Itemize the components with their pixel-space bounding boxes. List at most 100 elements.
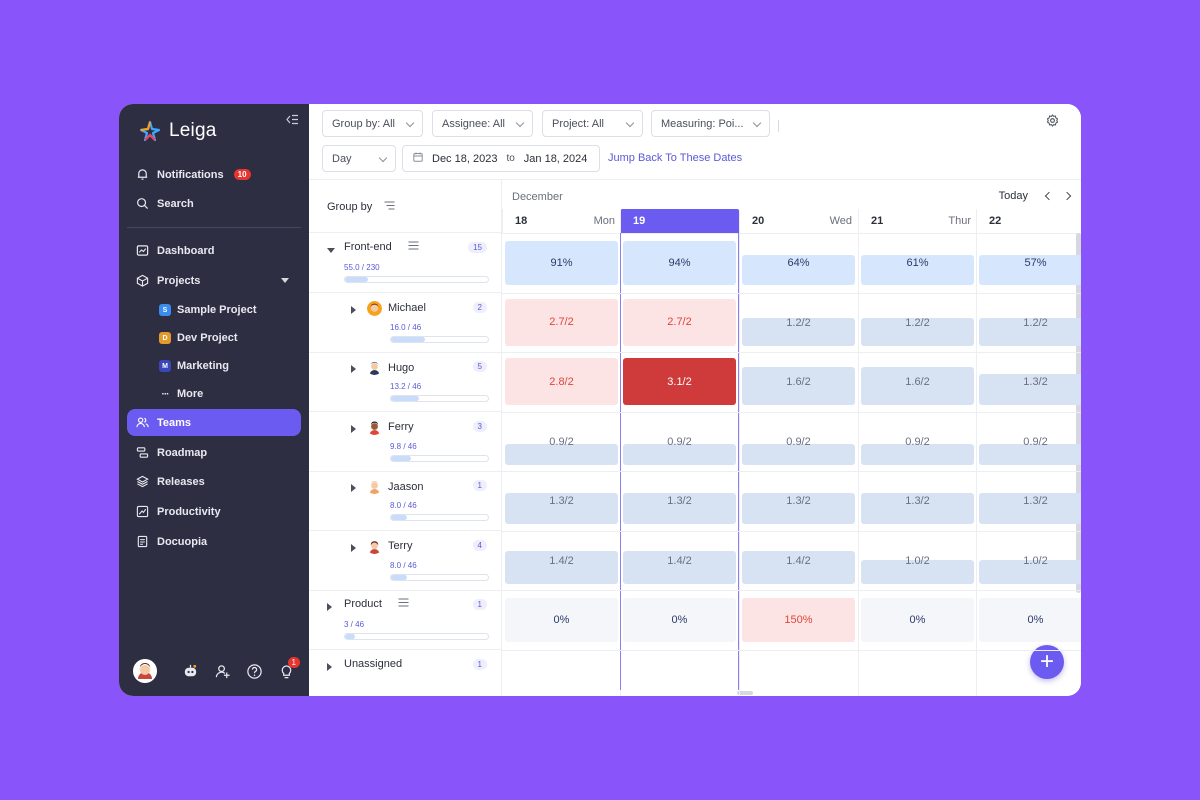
cell-value: 2.8/2 <box>549 375 574 388</box>
workload-cell[interactable] <box>742 550 855 584</box>
caret-right-icon[interactable] <box>351 305 356 314</box>
assignee-select[interactable]: Assignee: All <box>432 110 533 137</box>
caret-right-icon[interactable] <box>327 603 332 611</box>
day-header[interactable]: 19 <box>620 209 739 233</box>
ai-bot-icon[interactable] <box>181 662 199 680</box>
member-row[interactable]: Terry 4 8.0 / 46 <box>309 531 502 591</box>
workload-cell[interactable] <box>505 443 618 465</box>
date-to-label: to <box>506 153 515 164</box>
horizontal-scrollbar[interactable] <box>737 691 753 695</box>
workload-cell[interactable] <box>505 550 618 584</box>
vertical-scrollbar[interactable] <box>1076 233 1081 593</box>
nav-search[interactable]: Search <box>127 190 301 217</box>
chevron-down-icon <box>378 153 388 163</box>
workload-cell[interactable] <box>861 443 974 465</box>
lightbulb-icon[interactable]: 1 <box>277 657 300 680</box>
workload-cell[interactable] <box>979 443 1081 465</box>
collapse-sidebar-icon[interactable] <box>286 114 299 128</box>
workload-cell[interactable] <box>861 559 974 584</box>
list-menu-icon[interactable] <box>408 241 419 253</box>
member-row[interactable]: Michael 2 16.0 / 46 <box>309 293 502 353</box>
nav-releases[interactable]: Releases <box>127 468 301 495</box>
workload-cell[interactable]: 2.7/2 <box>623 298 736 346</box>
nav-docuopia[interactable]: Docuopia <box>127 528 301 555</box>
workload-cell[interactable] <box>979 559 1081 584</box>
utilization-cell[interactable]: 0% <box>979 598 1081 642</box>
nav-productivity[interactable]: Productivity <box>127 498 301 525</box>
logo[interactable]: Leiga <box>139 120 217 142</box>
view-select[interactable]: Day <box>322 145 396 172</box>
member-row[interactable]: Jaason 1 8.0 / 46 <box>309 471 502 531</box>
project-select[interactable]: Project: All <box>542 110 643 137</box>
utilization-cell[interactable]: 57% <box>979 255 1081 285</box>
utilization-cell[interactable]: 94% <box>623 241 736 285</box>
caret-right-icon[interactable] <box>351 365 356 373</box>
group-row[interactable]: Front-end 15 55.0 / 230 <box>309 233 502 293</box>
group-by-select[interactable]: Group by: All <box>322 110 423 137</box>
workload-cell[interactable] <box>505 493 618 524</box>
project-marketing[interactable]: M Marketing <box>159 355 229 377</box>
caret-right-icon[interactable] <box>351 543 356 552</box>
member-row[interactable]: Ferry 3 9.8 / 46 <box>309 412 502 472</box>
project-more[interactable]: ··· More <box>159 383 204 405</box>
workload-cell[interactable] <box>979 317 1081 346</box>
gear-icon[interactable] <box>1046 114 1059 127</box>
day-header[interactable]: 22F <box>976 209 1081 233</box>
measuring-select[interactable]: Measuring: Poi... <box>651 110 770 137</box>
workload-cell[interactable] <box>742 367 855 405</box>
caret-right-icon[interactable] <box>327 662 332 671</box>
nav-notifications[interactable]: Notifications 10 <box>127 161 301 188</box>
workload-cell[interactable] <box>742 317 855 346</box>
day-header[interactable]: 21 Thur <box>858 209 977 233</box>
nav-roadmap[interactable]: Roadmap <box>127 439 301 466</box>
workload-cell[interactable]: 2.7/2 <box>505 298 618 346</box>
workload-cell[interactable] <box>861 317 974 346</box>
add-user-icon[interactable] <box>213 662 231 680</box>
utilization-cell[interactable]: 0% <box>861 598 974 642</box>
member-row[interactable]: Hugo 5 13.2 / 46 <box>309 352 502 412</box>
workload-cell[interactable] <box>979 493 1081 524</box>
nav-teams[interactable]: Teams <box>127 409 301 436</box>
row-label: Michael <box>388 302 426 314</box>
utilization-cell[interactable]: 150% <box>742 598 855 642</box>
row-label: Ferry <box>388 421 414 433</box>
utilization-cell[interactable]: 0% <box>623 598 736 642</box>
day-header[interactable]: 20 Wed <box>739 209 858 233</box>
workload-cell[interactable] <box>623 443 736 465</box>
nav-dashboard[interactable]: Dashboard <box>127 237 301 264</box>
workload-cell[interactable] <box>623 493 736 524</box>
utilization-cell[interactable]: 64% <box>742 255 855 285</box>
project-dev[interactable]: D Dev Project <box>159 327 238 349</box>
utilization-cell[interactable]: 0% <box>505 598 618 642</box>
group-row[interactable]: Unassigned 1 <box>309 650 502 697</box>
jump-back-link[interactable]: Jump Back To These Dates <box>608 152 743 164</box>
workload-cell[interactable] <box>623 550 736 584</box>
group-row[interactable]: Product 1 3 / 46 <box>309 590 502 650</box>
workload-cell[interactable]: 2.8/2 <box>505 358 618 405</box>
caret-down-icon[interactable] <box>327 248 335 253</box>
chevron-right-icon[interactable] <box>1062 191 1072 201</box>
workload-cell[interactable] <box>742 493 855 524</box>
chevron-down-icon[interactable] <box>281 278 289 283</box>
add-button[interactable]: + <box>1030 645 1064 679</box>
list-menu-icon[interactable] <box>398 598 409 610</box>
workload-cell[interactable]: 3.1/2 <box>623 358 736 405</box>
nav-projects[interactable]: Projects <box>127 267 301 294</box>
workload-cell[interactable] <box>979 374 1081 405</box>
today-button[interactable]: Today <box>998 190 1028 202</box>
filter-toolbar: Group by: All Assignee: All Project: All… <box>309 104 1081 180</box>
utilization-cell[interactable]: 61% <box>861 255 974 285</box>
help-icon[interactable] <box>245 662 263 680</box>
day-header[interactable]: 18 Mon <box>502 209 621 233</box>
workload-cell[interactable] <box>742 443 855 465</box>
project-sample[interactable]: S Sample Project <box>159 299 256 321</box>
chevron-left-icon[interactable] <box>1044 191 1054 201</box>
group-by-control[interactable]: Group by <box>327 201 395 213</box>
caret-right-icon[interactable] <box>351 484 356 492</box>
date-range-picker[interactable]: Dec 18, 2023 to Jan 18, 2024 <box>402 145 600 172</box>
user-avatar[interactable] <box>133 659 157 683</box>
caret-right-icon[interactable] <box>351 424 356 433</box>
workload-cell[interactable] <box>861 367 974 405</box>
utilization-cell[interactable]: 91% <box>505 241 618 285</box>
workload-cell[interactable] <box>861 493 974 524</box>
